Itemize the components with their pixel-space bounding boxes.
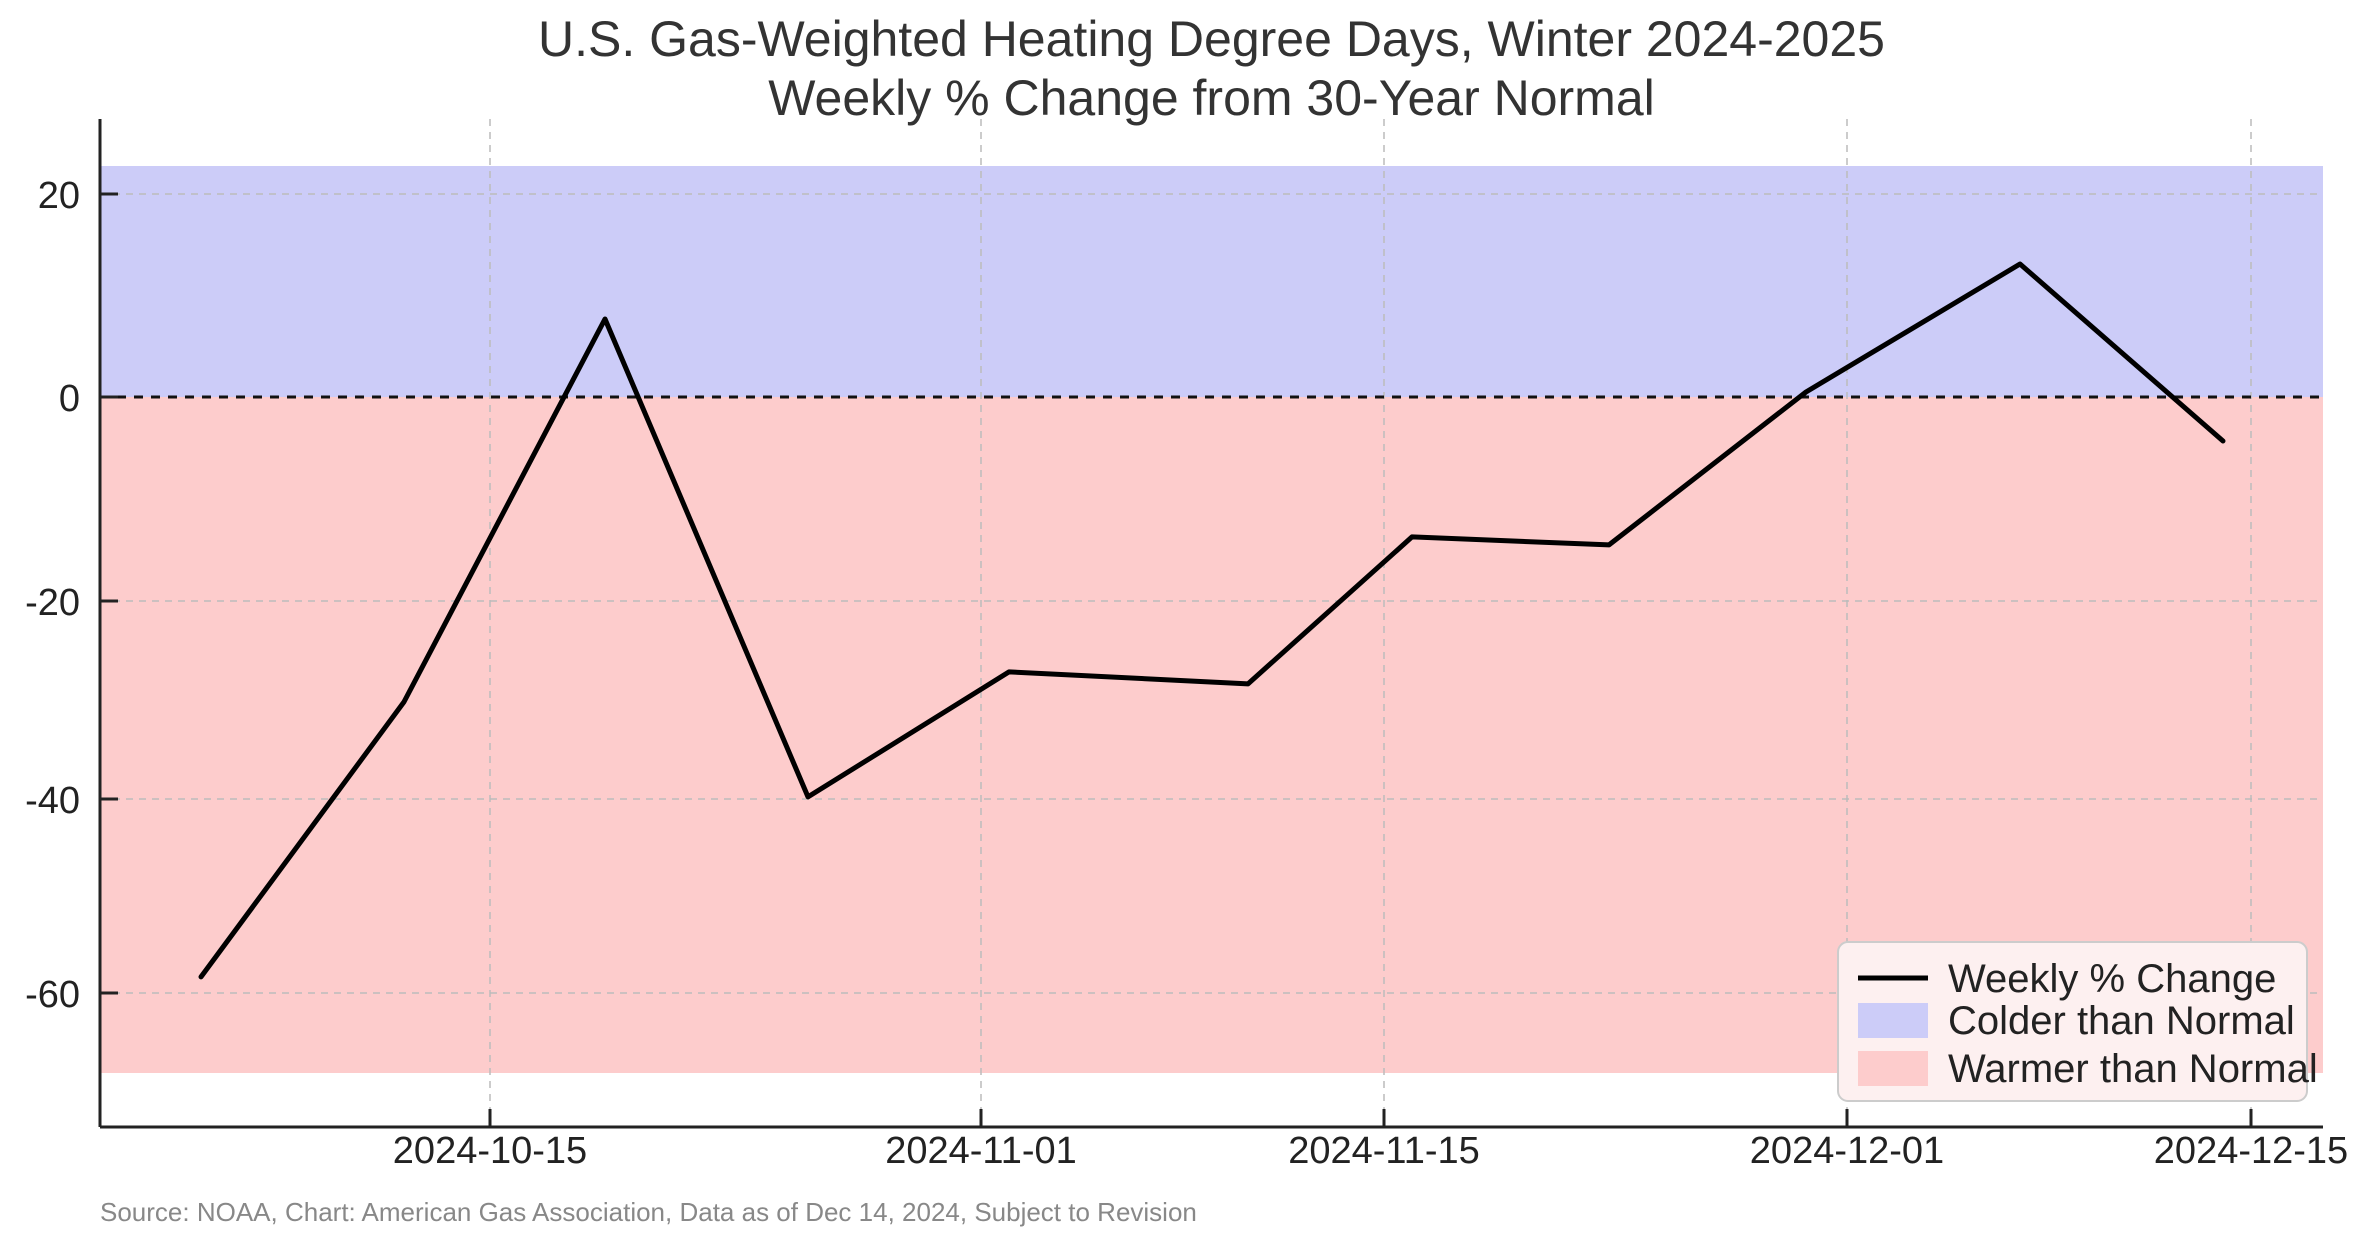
svg-text:2024-12-01: 2024-12-01 bbox=[1750, 1130, 1944, 1172]
svg-text:-40: -40 bbox=[25, 780, 80, 822]
svg-text:-60: -60 bbox=[25, 974, 80, 1016]
svg-text:Warmer than Normal: Warmer than Normal bbox=[1948, 1047, 2318, 1091]
svg-text:Colder than Normal: Colder than Normal bbox=[1948, 999, 2295, 1043]
svg-text:2024-10-15: 2024-10-15 bbox=[393, 1130, 587, 1172]
svg-text:2024-11-15: 2024-11-15 bbox=[1288, 1130, 1480, 1172]
svg-text:2024-11-01: 2024-11-01 bbox=[885, 1130, 1077, 1172]
svg-text:20: 20 bbox=[38, 175, 80, 217]
svg-text:Source: NOAA, Chart: American: Source: NOAA, Chart: American Gas Associ… bbox=[100, 1197, 1197, 1227]
svg-text:2024-12-15: 2024-12-15 bbox=[2154, 1130, 2348, 1172]
svg-text:-20: -20 bbox=[25, 582, 80, 624]
svg-text:Weekly % Change: Weekly % Change bbox=[1948, 957, 2276, 1001]
svg-text:0: 0 bbox=[59, 378, 80, 420]
